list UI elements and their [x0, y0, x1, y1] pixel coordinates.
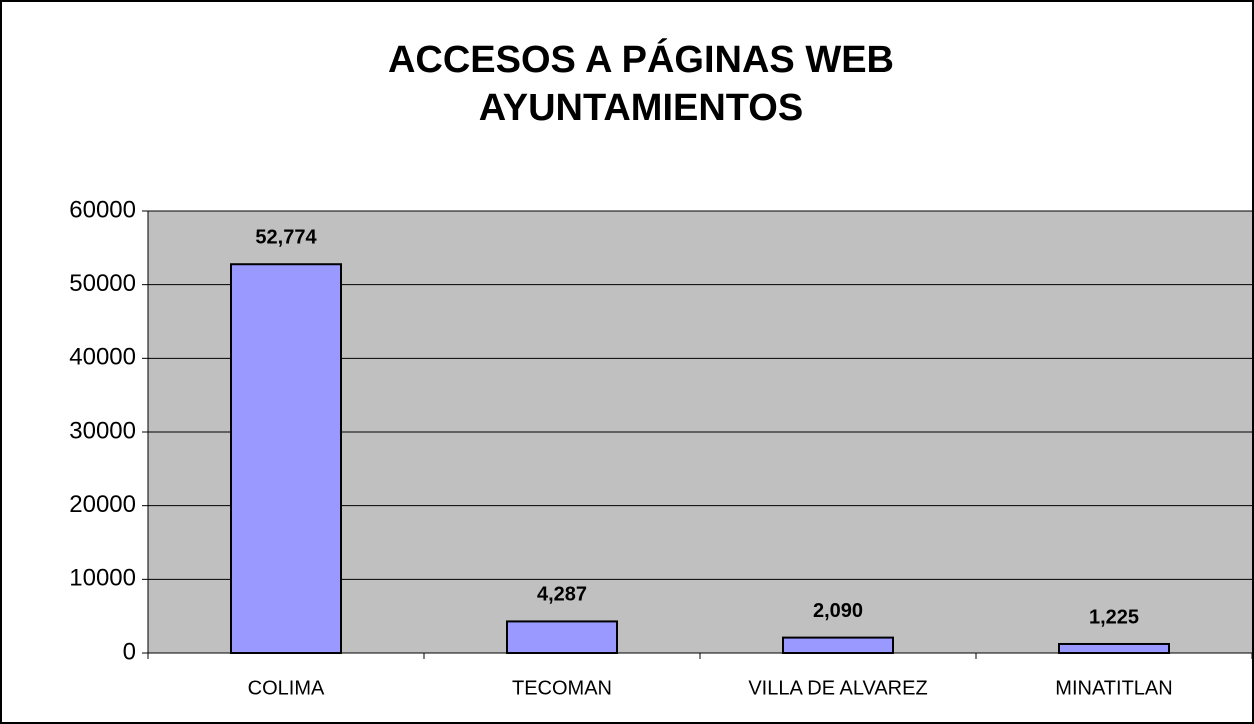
- x-tick-label: VILLA DE ALVAREZ: [748, 677, 927, 699]
- y-tick-label: 10000: [69, 565, 136, 592]
- bar: [230, 263, 342, 654]
- data-label: 52,774: [255, 227, 317, 249]
- chart-title: AYUNTAMIENTOS: [479, 87, 803, 129]
- y-tick-label: 60000: [69, 196, 136, 223]
- bar: [782, 636, 894, 654]
- y-tick-label: 0: [123, 638, 136, 665]
- bar: [506, 620, 618, 655]
- data-label: 1,225: [1089, 606, 1139, 628]
- bar: [1058, 642, 1170, 654]
- data-label: 4,287: [537, 584, 587, 606]
- y-tick-label: 40000: [69, 344, 136, 371]
- data-label: 2,090: [813, 600, 863, 622]
- chart-title: ACCESOS A PÁGINAS WEB: [388, 37, 894, 81]
- y-tick-label: 50000: [69, 270, 136, 297]
- x-tick-label: COLIMA: [248, 677, 325, 699]
- y-tick-label: 30000: [69, 417, 136, 444]
- y-tick-label: 20000: [69, 491, 136, 518]
- x-tick-label: MINATITLAN: [1055, 677, 1172, 699]
- x-tick-label: TECOMAN: [512, 677, 612, 699]
